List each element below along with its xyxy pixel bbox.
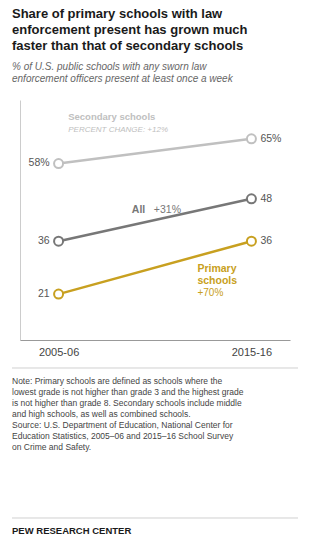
data-label: 65% bbox=[260, 132, 281, 144]
plot-marks bbox=[54, 134, 256, 298]
series-name: All bbox=[132, 203, 146, 215]
y-axis-line bbox=[20, 101, 21, 341]
data-label: 58% bbox=[29, 156, 50, 168]
x-tick-label: 2005-06 bbox=[39, 346, 79, 358]
chart: Share of primary schools with lawenforce… bbox=[0, 0, 310, 551]
point-marker bbox=[54, 159, 63, 168]
credit: PEW RESEARCH CENTER bbox=[12, 525, 131, 536]
series-name: Secondary schools bbox=[68, 111, 155, 122]
point-marker bbox=[54, 237, 63, 246]
x-tick: 2015-16 bbox=[232, 340, 272, 358]
separator bbox=[12, 518, 298, 519]
subtitle: % of U.S. public schools with any sworn … bbox=[12, 61, 234, 84]
series-line bbox=[59, 139, 252, 164]
series-annotations: Secondary schools PERCENT CHANGE: +12% All… bbox=[68, 111, 237, 298]
x-axis-line bbox=[21, 340, 291, 341]
x-tick-label: 2015-16 bbox=[232, 346, 272, 358]
point-marker bbox=[247, 194, 256, 203]
point-marker bbox=[247, 134, 256, 143]
point-marker bbox=[54, 290, 63, 299]
data-label: 36 bbox=[38, 234, 50, 246]
annotation: PERCENT CHANGE: +12% bbox=[68, 125, 168, 134]
separator bbox=[12, 368, 298, 369]
series-name: Primaryschools bbox=[197, 262, 237, 286]
point-marker bbox=[247, 237, 256, 246]
annotation: +31% bbox=[154, 203, 181, 215]
note: Note: Primary schools are defined as sch… bbox=[12, 376, 244, 452]
title: Share of primary schools with lawenforce… bbox=[12, 6, 248, 53]
annotation: +70% bbox=[197, 287, 223, 298]
data-label: 36 bbox=[260, 234, 272, 246]
y-axis bbox=[20, 101, 21, 341]
data-label: 48 bbox=[260, 192, 272, 204]
x-tick: 2005-06 bbox=[39, 340, 79, 358]
data-label: 21 bbox=[38, 287, 50, 299]
series-line bbox=[59, 199, 252, 241]
data-labels: 58% 65% 36 48 21 36 bbox=[29, 132, 282, 299]
x-axis: 2005-06 2015-16 bbox=[21, 340, 291, 358]
